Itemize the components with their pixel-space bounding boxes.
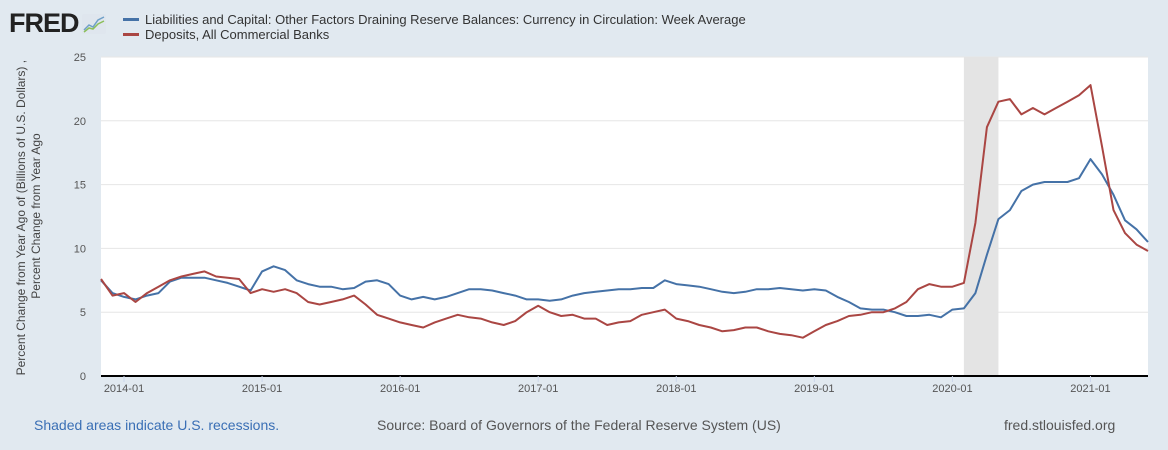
recession-shading [963, 57, 999, 376]
x-tick-label: 2021-01 [1070, 383, 1110, 395]
legend-item-currency[interactable]: Liabilities and Capital: Other Factors D… [123, 12, 746, 27]
legend-item-deposits[interactable]: Deposits, All Commercial Banks [123, 27, 746, 42]
y-tick-label: 5 [80, 307, 86, 319]
y-tick-label: 0 [80, 371, 86, 383]
y-tick-label: 10 [74, 243, 86, 255]
series-line-currency [100, 158, 1149, 319]
chart-svg: 0 5 10 15 20 25 2014-01 2015-01 2016-01 2017-01 2… [14, 52, 1149, 395]
fred-graph-icon [81, 13, 106, 34]
y-tick-label: 15 [74, 180, 86, 192]
recession-note-link[interactable]: Shaded areas indicate U.S. recessions. [34, 417, 280, 433]
legend-label: Deposits, All Commercial Banks [145, 27, 330, 42]
series-line-deposits [100, 84, 1149, 339]
x-tick-label: 2014-01 [104, 383, 144, 395]
x-tick-label: 2016-01 [380, 383, 420, 395]
x-tick-label: 2019-01 [794, 383, 834, 395]
y-tick-label: 20 [74, 116, 86, 128]
chart-legend: Liabilities and Capital: Other Factors D… [123, 12, 746, 42]
site-link[interactable]: fred.stlouisfed.org [1004, 417, 1116, 433]
y-axis-label: Percent Change from Year Ago of (Billion… [14, 57, 43, 376]
legend-swatch-red [123, 33, 139, 36]
x-tick-label: 2018-01 [656, 383, 696, 395]
x-tick-label: 2017-01 [518, 383, 558, 395]
x-tick-label: 2015-01 [242, 383, 282, 395]
x-tick-label: 2020-01 [932, 383, 972, 395]
y-tick-label: 25 [74, 52, 86, 64]
legend-swatch-blue [123, 18, 139, 21]
fred-logo-text: FRED [9, 8, 79, 38]
legend-label: Liabilities and Capital: Other Factors D… [145, 12, 746, 27]
fred-logo[interactable]: FRED [9, 8, 106, 39]
source-text: Source: Board of Governors of the Federa… [377, 417, 781, 433]
